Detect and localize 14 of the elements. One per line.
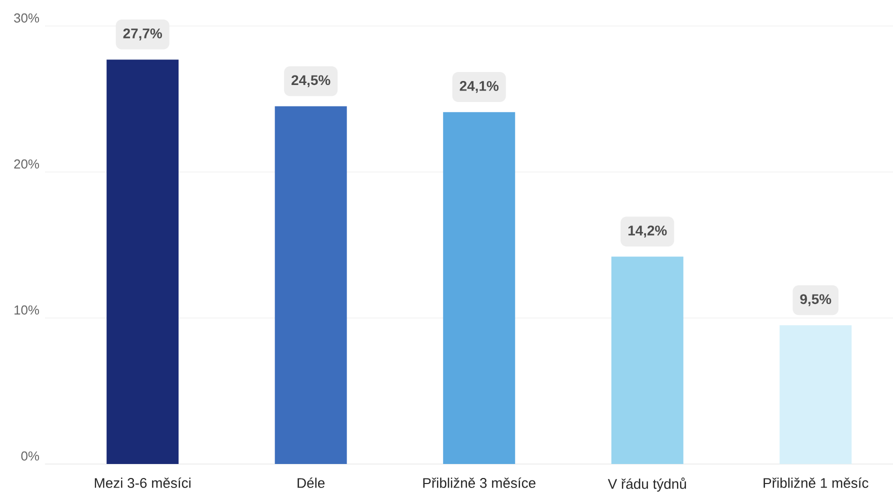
- x-tick-label: Déle: [298, 478, 325, 488]
- y-tick-label: 30%: [14, 13, 40, 23]
- data-label: 27,7%: [123, 28, 162, 40]
- data-label: 9,5%: [800, 294, 832, 306]
- x-tick-label: Přibližně 3 měsíce: [423, 478, 536, 488]
- y-tick-label: 20%: [14, 159, 40, 169]
- y-tick-label: 0%: [21, 451, 40, 461]
- x-tick-label: Přibližně 1 měsíc: [764, 478, 868, 488]
- data-label: 14,2%: [628, 226, 667, 238]
- data-label: 24,1%: [460, 81, 498, 93]
- data-label: 24,5%: [292, 75, 330, 88]
- x-tick-label: Mezi 3-6 měsíci: [94, 478, 190, 488]
- y-tick-label: 10%: [14, 305, 40, 315]
- x-tick-label: V řádu týdnů: [608, 478, 686, 492]
